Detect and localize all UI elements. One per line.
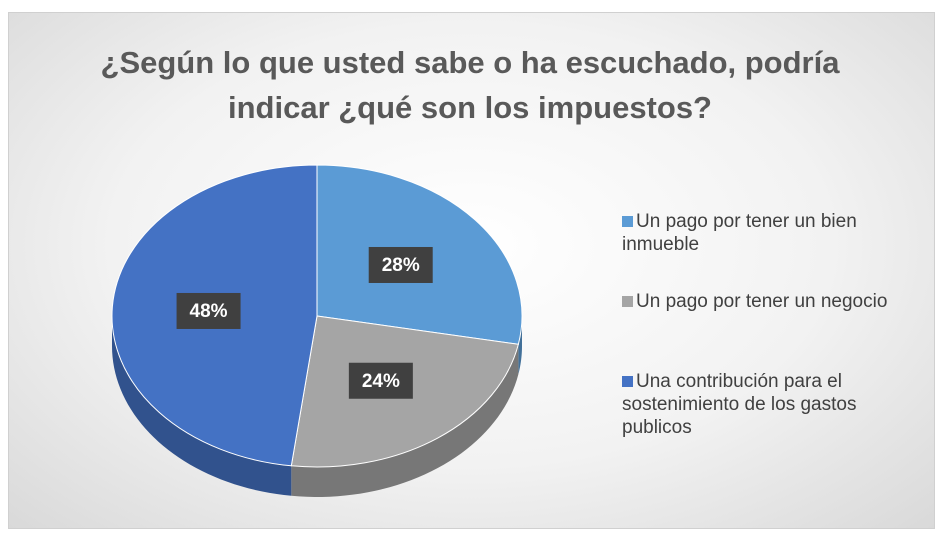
legend-label: Un pago por tener un bien inmueble [622,211,857,255]
legend-item: Un pago por tener un negocio [622,290,922,313]
legend-item: Una contribución para el sostenimiento d… [622,370,922,439]
legend-swatch [622,376,633,387]
chart-title: ¿Según lo que usted sabe o ha escuchado,… [100,45,840,125]
data-label-box [368,246,433,283]
legend-label: Un pago por tener un negocio [636,291,888,312]
data-label-box [348,362,413,399]
data-label: 28% [382,255,420,276]
data-label-box [176,292,241,329]
legend-swatch [622,216,633,227]
slice-side [112,316,292,496]
slice-side [291,344,519,497]
legend-item: Un pago por tener un bien inmueble [622,210,922,256]
legend-swatch [622,296,633,307]
data-label: 24% [362,371,400,392]
legend-label: Una contribución para el sostenimiento d… [622,371,857,438]
data-label: 48% [190,301,228,322]
